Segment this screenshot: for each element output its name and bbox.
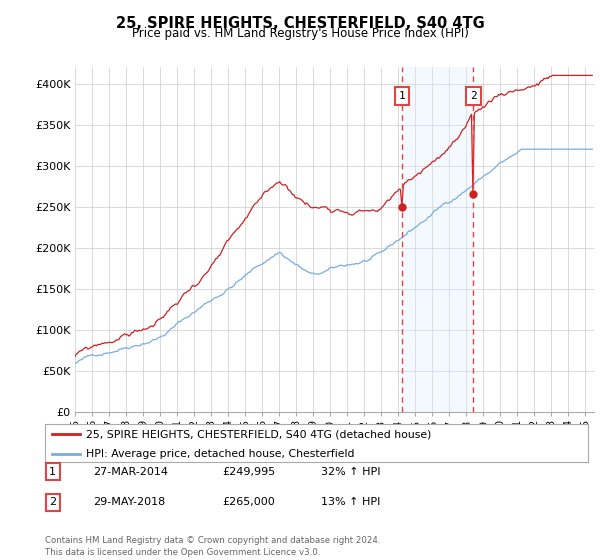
Text: 1: 1	[399, 91, 406, 101]
Text: 2: 2	[470, 91, 477, 101]
Text: Price paid vs. HM Land Registry's House Price Index (HPI): Price paid vs. HM Land Registry's House …	[131, 27, 469, 40]
Text: £265,000: £265,000	[222, 497, 275, 507]
Text: HPI: Average price, detached house, Chesterfield: HPI: Average price, detached house, Ches…	[86, 449, 354, 459]
Text: £249,995: £249,995	[222, 466, 275, 477]
Text: 25, SPIRE HEIGHTS, CHESTERFIELD, S40 4TG (detached house): 25, SPIRE HEIGHTS, CHESTERFIELD, S40 4TG…	[86, 429, 431, 439]
Text: Contains HM Land Registry data © Crown copyright and database right 2024.
This d: Contains HM Land Registry data © Crown c…	[45, 536, 380, 557]
Text: 1: 1	[49, 466, 56, 477]
Text: 27-MAR-2014: 27-MAR-2014	[93, 466, 168, 477]
Text: 32% ↑ HPI: 32% ↑ HPI	[321, 466, 380, 477]
Text: 25, SPIRE HEIGHTS, CHESTERFIELD, S40 4TG: 25, SPIRE HEIGHTS, CHESTERFIELD, S40 4TG	[116, 16, 484, 31]
Text: 2: 2	[49, 497, 56, 507]
Text: 29-MAY-2018: 29-MAY-2018	[93, 497, 165, 507]
Text: 13% ↑ HPI: 13% ↑ HPI	[321, 497, 380, 507]
Bar	[402, 67, 473, 412]
